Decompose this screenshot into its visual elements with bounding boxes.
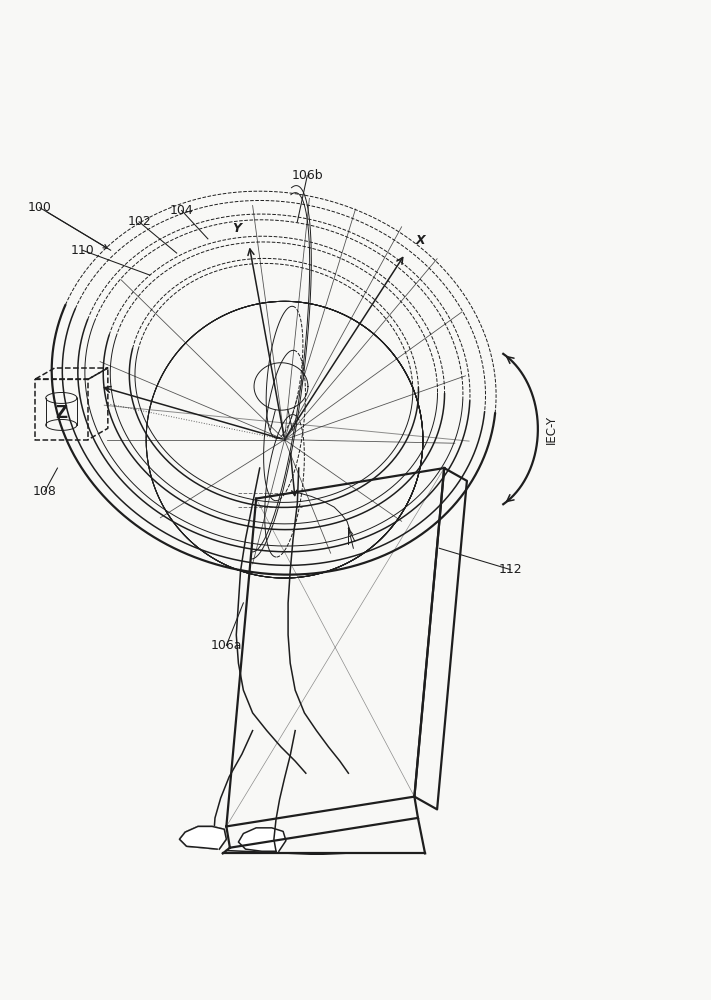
Polygon shape: [179, 826, 226, 849]
Text: X: X: [416, 234, 426, 247]
Text: IEC-Y: IEC-Y: [545, 414, 558, 444]
Text: 104: 104: [170, 204, 193, 217]
Text: 110: 110: [70, 244, 94, 257]
Text: 112: 112: [498, 563, 522, 576]
Text: 100: 100: [28, 201, 52, 214]
Text: 106a: 106a: [210, 639, 242, 652]
Text: 106b: 106b: [292, 169, 323, 182]
Text: Y: Y: [232, 222, 241, 235]
Text: 102: 102: [127, 215, 151, 228]
Text: 108: 108: [33, 485, 57, 498]
Polygon shape: [238, 828, 286, 851]
Text: Z: Z: [55, 404, 68, 422]
